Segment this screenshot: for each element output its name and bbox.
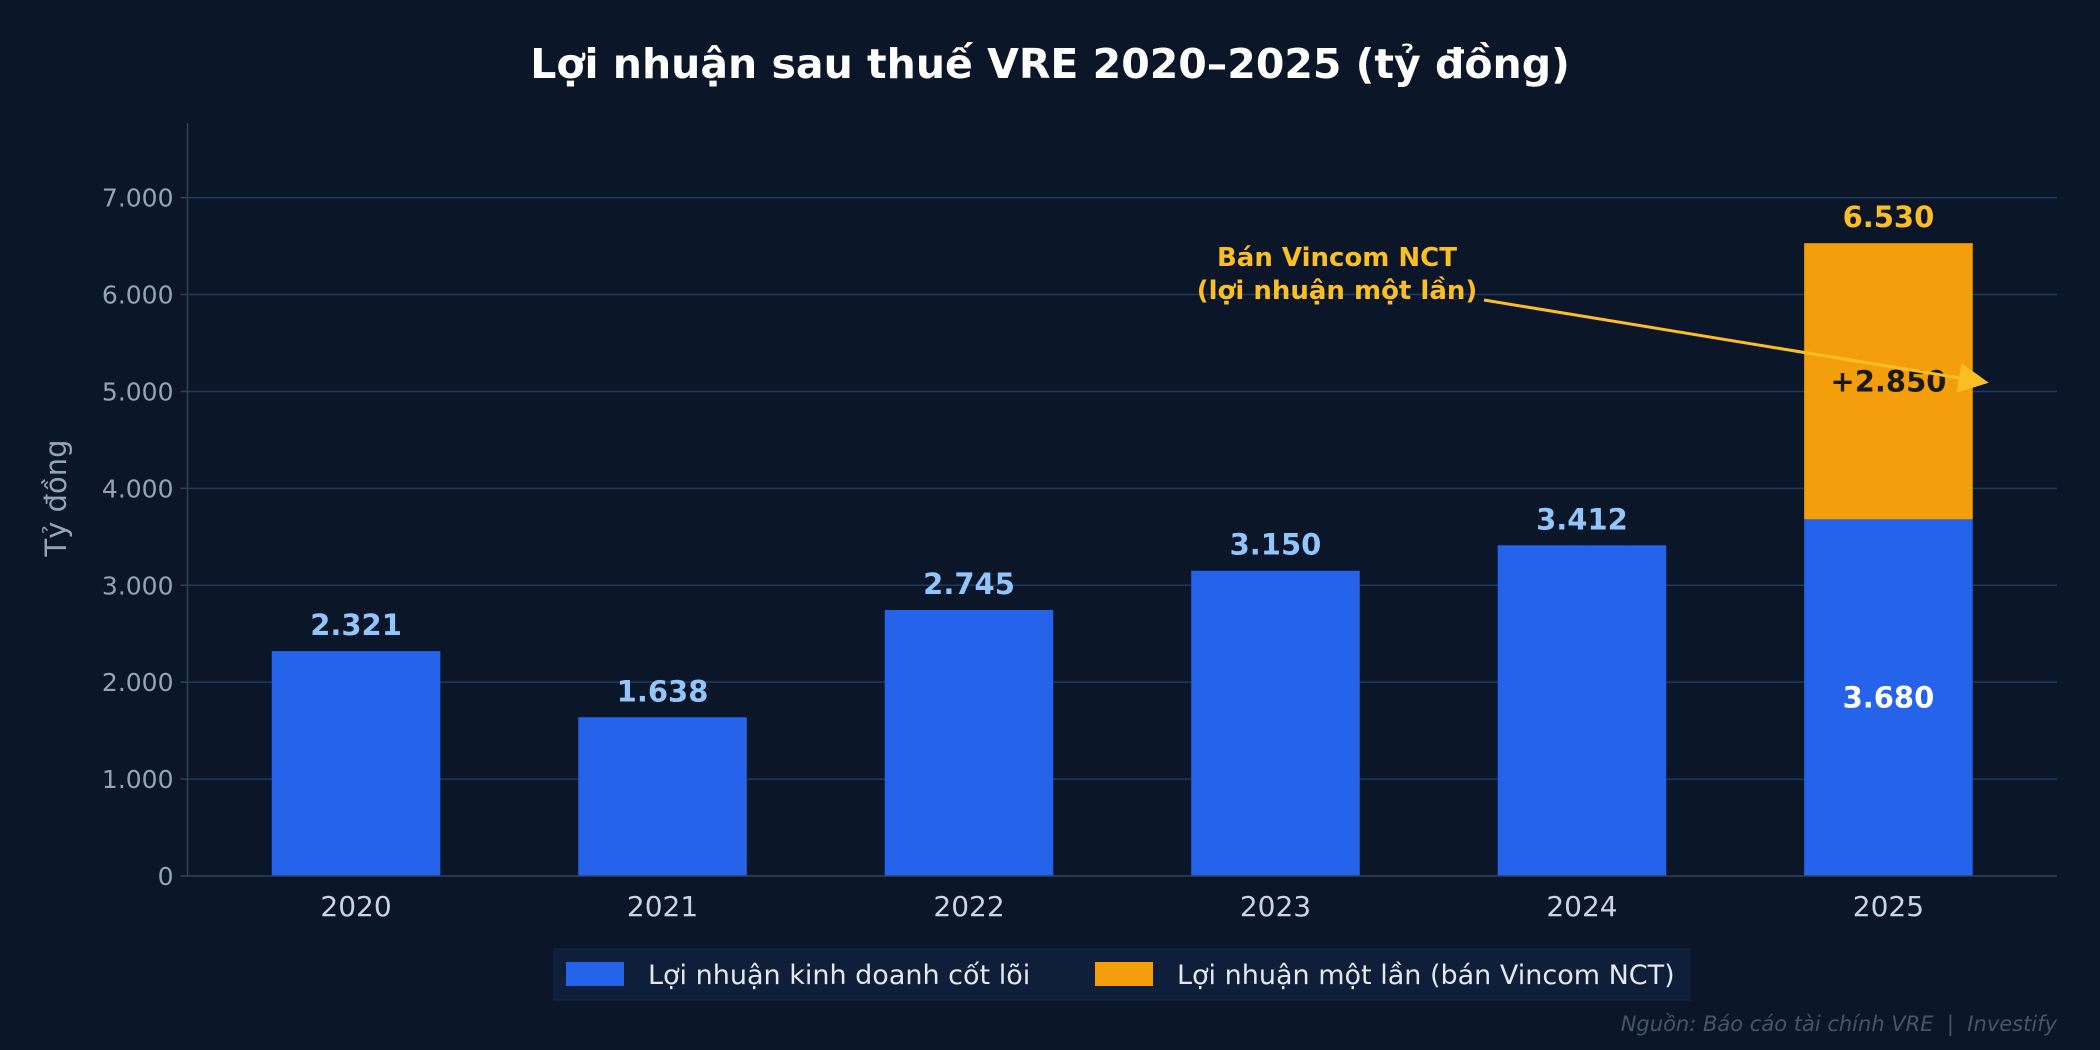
data-label: 3.150 — [1230, 528, 1322, 562]
annotation-text: Bán Vincom NCT — [1217, 243, 1457, 273]
inner-label-one-time: +2.850 — [1830, 364, 1946, 398]
legend-label-core: Lợi nhuận kinh doanh cốt lõi — [648, 960, 1030, 991]
annotation-text: (lợi nhuận một lần) — [1197, 275, 1478, 306]
data-label: 6.530 — [1843, 200, 1935, 234]
y-axis-label: Tỷ đồng — [39, 439, 73, 557]
bar-core — [1191, 570, 1360, 876]
y-tick-label: 4.000 — [102, 474, 174, 503]
data-label: 1.638 — [617, 674, 709, 708]
legend-swatch-one-time — [1095, 962, 1153, 986]
y-tick-label: 6.000 — [102, 281, 174, 310]
footer-source: Nguồn: Báo cáo tài chính VRE | Investify — [1621, 1012, 2058, 1037]
labels: 2020 2.321 2021 1.638 2022 2.745 2023 3.150 2024… — [310, 200, 1946, 923]
chart-title: Lợi nhuận sau thuế VRE 2020–2025 (tỷ đồn… — [530, 40, 1570, 88]
legend-swatch-core — [566, 962, 624, 986]
y-tick-label: 7.000 — [102, 184, 174, 213]
y-tick-label: 3.000 — [102, 571, 174, 600]
legend-label-one-time: Lợi nhuận một lần (bán Vincom NCT) — [1177, 960, 1675, 991]
annotation-arrow — [1483, 298, 1989, 393]
y-tick-label: 0 — [158, 862, 174, 891]
bars — [271, 243, 1973, 876]
data-label: 2.321 — [310, 608, 402, 642]
y-tick-label: 1.000 — [102, 765, 174, 794]
data-label: 3.412 — [1536, 502, 1628, 536]
grid: 0 1.000 2.000 3.000 4.000 5.000 6.000 7.000 — [102, 184, 2057, 891]
y-tick-label: 2.000 — [102, 668, 174, 697]
x-tick-label: 2021 — [627, 890, 698, 923]
bar-core — [884, 609, 1054, 876]
bar-core — [578, 717, 747, 876]
y-tick-label: 5.000 — [102, 377, 174, 406]
x-tick-label: 2024 — [1546, 890, 1617, 923]
inner-label-core: 3.680 — [1843, 681, 1935, 715]
x-tick-label: 2020 — [320, 890, 391, 923]
bar-one-time — [1804, 243, 1973, 520]
x-tick-label: 2022 — [933, 890, 1004, 923]
data-label: 2.745 — [923, 567, 1015, 601]
x-tick-label: 2025 — [1853, 890, 1924, 923]
x-tick-label: 2023 — [1240, 890, 1311, 923]
annotation: Bán Vincom NCT(lợi nhuận một lần) — [1197, 243, 1989, 393]
bar-core — [1497, 545, 1667, 876]
legend: Lợi nhuận kinh doanh cốt lõi Lợi nhuận m… — [553, 948, 1691, 1001]
bar-core — [1804, 519, 1973, 876]
bar-core — [271, 651, 441, 876]
